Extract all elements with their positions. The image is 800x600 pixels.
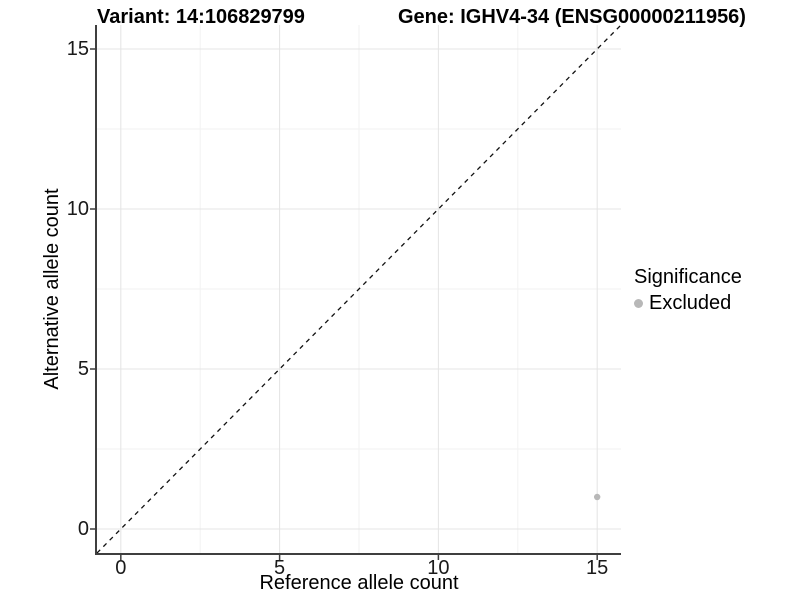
variant-title: Variant: 14:106829799 <box>97 6 305 28</box>
plot-panel <box>90 24 622 560</box>
legend: Significance Excluded <box>634 266 742 315</box>
x-tick-label: 0 <box>115 557 127 579</box>
legend-item-excluded: Excluded <box>634 292 742 315</box>
x-tick-label: 5 <box>274 557 286 579</box>
x-axis-title: Reference allele count <box>259 572 459 594</box>
plot-canvas <box>90 24 622 560</box>
x-tick-label: 15 <box>586 557 609 579</box>
x-tick-label: 10 <box>427 557 450 579</box>
y-tick-label: 15 <box>66 38 89 60</box>
excluded-point-icon <box>634 299 643 308</box>
y-tick-label: 5 <box>77 358 89 380</box>
gene-title: Gene: IGHV4-34 (ENSG00000211956) <box>398 6 746 28</box>
legend-title: Significance <box>634 266 742 288</box>
legend-item-label: Excluded <box>649 292 732 314</box>
y-tick-label: 10 <box>66 198 89 220</box>
y-axis-title: Alternative allele count <box>41 188 63 390</box>
identity-dashed-line <box>96 24 622 554</box>
data-point <box>593 493 601 501</box>
y-tick-label: 0 <box>77 518 89 540</box>
